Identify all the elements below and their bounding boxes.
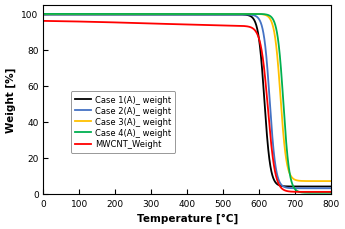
Case 2(A)_ weight (214, 14, 218, 17)
Legend: Case 1(A)_ weight, Case 2(A)_ weight, Case 3(A)_ weight, Case 4(A)_ weight, MWCN: Case 1(A)_ weight, Case 2(A)_ weight, Ca… (71, 92, 175, 153)
X-axis label: Temperature [°C]: Temperature [°C] (137, 213, 238, 224)
Case 2(A)_ weight (93, 14, 98, 17)
Case 4(A)_ weight (256, 14, 260, 16)
MWCNT_Weight (256, 35, 260, 38)
MWCNT_Weight (329, 191, 333, 194)
Line: Case 2(A)_ weight: Case 2(A)_ weight (43, 15, 331, 188)
Case 3(A)_ weight (228, 14, 233, 16)
Case 4(A)_ weight (278, 54, 282, 56)
Case 2(A)_ weight (278, 181, 282, 184)
Line: Case 4(A)_ weight: Case 4(A)_ weight (43, 15, 331, 193)
Case 1(A)_ weight (214, 14, 218, 17)
Case 3(A)_ weight (151, 14, 155, 16)
MWCNT_Weight (278, 185, 282, 187)
Case 4(A)_ weight (329, 192, 333, 194)
Line: Case 3(A)_ weight: Case 3(A)_ weight (43, 15, 331, 181)
Case 2(A)_ weight (228, 14, 233, 17)
Case 3(A)_ weight (93, 14, 98, 16)
Case 1(A)_ weight (278, 184, 282, 187)
MWCNT_Weight (93, 22, 98, 24)
MWCNT_Weight (214, 25, 218, 27)
Case 1(A)_ weight (151, 14, 155, 17)
Line: MWCNT_Weight: MWCNT_Weight (43, 22, 331, 192)
Y-axis label: Weight [%]: Weight [%] (6, 67, 16, 132)
Case 2(A)_ weight (256, 17, 260, 20)
MWCNT_Weight (41, 20, 46, 23)
Case 1(A)_ weight (93, 14, 98, 17)
Case 1(A)_ weight (41, 14, 46, 17)
Case 4(A)_ weight (41, 14, 46, 16)
Case 3(A)_ weight (41, 14, 46, 16)
Case 4(A)_ weight (214, 14, 218, 16)
Case 3(A)_ weight (329, 180, 333, 183)
Case 4(A)_ weight (93, 14, 98, 16)
Case 1(A)_ weight (256, 32, 260, 34)
Case 3(A)_ weight (278, 85, 282, 88)
Case 2(A)_ weight (329, 187, 333, 190)
Case 4(A)_ weight (151, 14, 155, 16)
Case 3(A)_ weight (214, 14, 218, 16)
Case 1(A)_ weight (329, 185, 333, 188)
Case 2(A)_ weight (151, 14, 155, 17)
Case 3(A)_ weight (256, 14, 260, 16)
Case 2(A)_ weight (41, 14, 46, 17)
Line: Case 1(A)_ weight: Case 1(A)_ weight (43, 15, 331, 187)
MWCNT_Weight (151, 23, 155, 26)
Case 1(A)_ weight (228, 14, 233, 17)
Case 4(A)_ weight (228, 14, 233, 16)
MWCNT_Weight (228, 25, 233, 28)
